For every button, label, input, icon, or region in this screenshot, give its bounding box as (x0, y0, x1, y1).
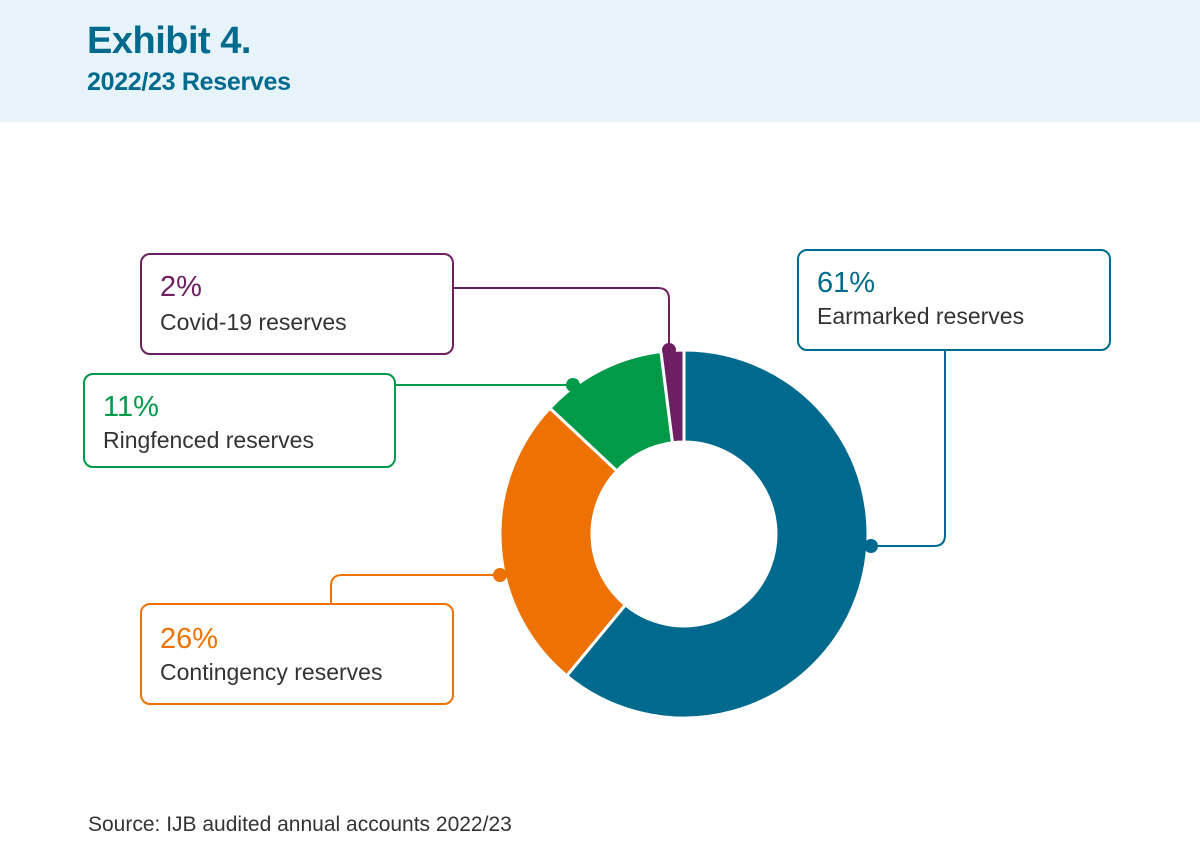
leaders-layer (330, 287, 946, 603)
leader-dot (493, 568, 507, 582)
callout-earmarked: 61% Earmarked reserves (797, 249, 1111, 351)
slice-label: Earmarked reserves (817, 303, 1025, 329)
slice-value-label: 11% (103, 391, 159, 423)
header-band (0, 0, 1200, 122)
callout-ringfenced: 11% Ringfenced reserves (83, 373, 396, 468)
leader-dot (864, 539, 878, 553)
slice-label: Covid-19 reserves (160, 309, 347, 335)
slice-value-label: 61% (817, 267, 876, 299)
slices-layer (498, 348, 870, 720)
leader-line (330, 574, 500, 603)
slice-value-label: 26% (160, 623, 219, 655)
slice-value-label: 2% (160, 271, 202, 303)
donut-slice-earmarked-reserves (564, 348, 870, 720)
donut-slice-contingency-reserves (498, 405, 628, 678)
slice-label: Ringfenced reserves (103, 427, 314, 453)
leader-dot (662, 343, 676, 357)
callout-covid19: 2% Covid-19 reserves (140, 253, 454, 355)
callout-contingency: 26% Contingency reserves (140, 603, 454, 705)
exhibit-number: Exhibit 4. (87, 20, 251, 62)
slice-label: Contingency reserves (160, 659, 383, 685)
leader-line (871, 351, 946, 547)
source-note: Source: IJB audited annual accounts 2022… (88, 813, 512, 836)
chart-title: 2022/23 Reserves (87, 68, 291, 96)
leader-line (454, 287, 670, 350)
leader-dot (566, 378, 580, 392)
